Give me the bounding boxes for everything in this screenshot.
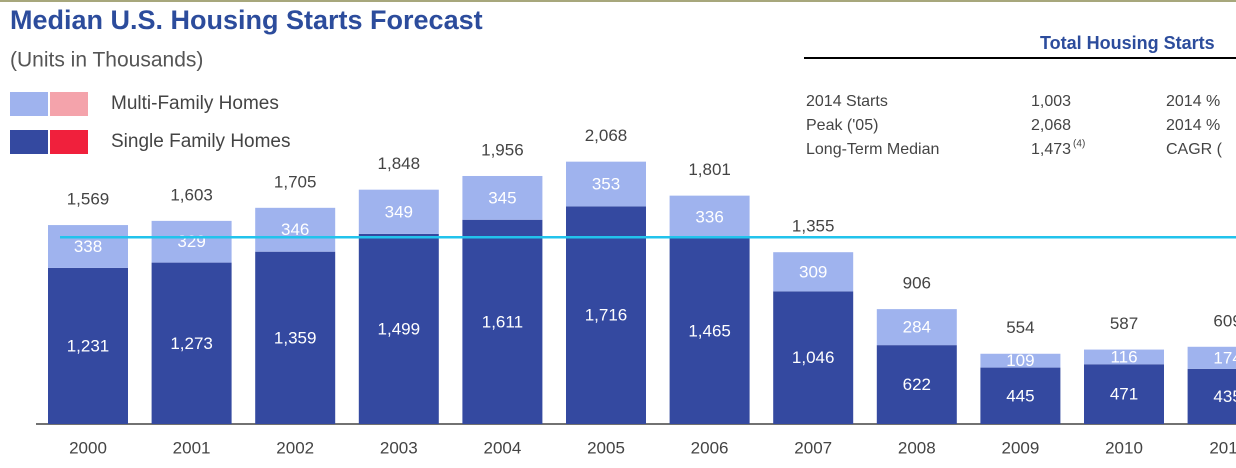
bar-segment [566, 161, 646, 207]
bar-segment [462, 219, 543, 424]
bar-value-label: 1,465 [688, 322, 731, 341]
bar-total-label: 609 [1213, 311, 1236, 330]
bar-segment [48, 267, 128, 424]
x-tick-label: 2009 [1001, 438, 1039, 457]
bar-value-label: 622 [903, 375, 931, 394]
table-cell: 1,473 [1031, 141, 1071, 158]
bar-segment [876, 345, 957, 424]
table-cell: 2014 Starts [806, 93, 888, 110]
bar-value-label: 445 [1006, 386, 1034, 405]
bar-value-label: 1,716 [585, 306, 628, 325]
bar-segment [255, 251, 336, 424]
bar-value-label: 336 [695, 207, 723, 226]
x-tick-label: 2005 [587, 438, 625, 457]
x-tick-label: 2010 [1105, 438, 1143, 457]
table-cell: 2014 % [1166, 93, 1220, 110]
bar-value-label: 329 [177, 232, 205, 251]
bar-value-label: 1,499 [378, 319, 421, 338]
bar-segment [151, 220, 232, 263]
bar-segment [151, 262, 232, 424]
bar-value-label: 284 [903, 318, 931, 337]
x-tick-label: 2011 [1209, 438, 1236, 457]
legend-swatch [50, 130, 88, 154]
table-cell: 2,068 [1031, 117, 1071, 134]
bar-total-label: 1,801 [688, 160, 731, 179]
x-tick-label: 2003 [380, 438, 418, 457]
bar-segment [358, 189, 439, 234]
chart-title: Median U.S. Housing Starts Forecast [10, 5, 483, 35]
x-tick-label: 2006 [691, 438, 729, 457]
bar-value-label: 1,273 [170, 334, 213, 353]
bar-segment [876, 309, 957, 346]
bar-total-label: 1,355 [792, 217, 835, 236]
bar-value-label: 109 [1006, 351, 1034, 370]
table-cell: 2014 % [1166, 117, 1220, 134]
bar-value-label: 1,231 [67, 336, 110, 355]
x-tick-label: 2004 [483, 438, 521, 457]
table-cell: Peak ('05) [806, 117, 878, 134]
bar-value-label: 471 [1110, 385, 1138, 404]
bar-segment [669, 238, 750, 424]
bar-total-label: 1,705 [274, 172, 317, 191]
bar-total-label: 554 [1006, 318, 1034, 337]
bar-value-label: 435 [1213, 387, 1236, 406]
x-tick-label: 2002 [276, 438, 314, 457]
bar-total-label: 906 [903, 274, 931, 293]
bar-total-label: 587 [1110, 314, 1138, 333]
bar-value-label: 345 [488, 188, 516, 207]
bar-value-label: 1,046 [792, 348, 835, 367]
bar-segment [255, 207, 336, 252]
bar-total-label: 2,068 [585, 126, 628, 145]
bar-value-label: 349 [385, 202, 413, 221]
x-tick-label: 2001 [173, 438, 211, 457]
bar-value-label: 174 [1213, 348, 1236, 367]
bar-segment [48, 225, 128, 268]
table-title: Total Housing Starts [1040, 33, 1215, 53]
bar-segment [358, 233, 439, 424]
table-note: (4) [1073, 139, 1085, 150]
bar-value-label: 338 [74, 237, 102, 256]
chart-subtitle: (Units in Thousands) [10, 49, 203, 72]
x-tick-label: 2000 [69, 438, 107, 457]
bar-total-label: 1,848 [378, 154, 421, 173]
bar-segment [462, 175, 543, 220]
bar-value-label: 116 [1110, 347, 1137, 366]
bar-value-label: 309 [799, 262, 827, 281]
bar-segment [980, 367, 1061, 424]
bar-value-label: 1,359 [274, 328, 317, 347]
bar-segment [1187, 346, 1236, 369]
x-tick-label: 2007 [794, 438, 832, 457]
legend-swatch [50, 92, 88, 116]
bar-segment [773, 252, 854, 292]
bar-segment [980, 353, 1061, 368]
bar-value-label: 353 [592, 175, 620, 194]
bar-segment [1084, 349, 1164, 365]
table-cell: Long-Term Median [806, 141, 939, 158]
bar-total-label: 1,956 [481, 140, 524, 159]
bar-total-label: 1,603 [170, 185, 213, 204]
bar-value-label: 1,611 [482, 312, 523, 331]
table-cell: CAGR ( [1166, 141, 1223, 158]
legend-swatch [10, 130, 48, 154]
table-cell: 1,003 [1031, 93, 1071, 110]
bar-segment [1084, 364, 1164, 424]
bar-segment [566, 206, 646, 424]
bar-value-label: 346 [281, 220, 309, 239]
legend-swatch [10, 92, 48, 116]
bar-segment [669, 195, 750, 239]
bar-total-label: 1,569 [67, 190, 110, 209]
legend-label: Single Family Homes [111, 131, 291, 152]
bar-segment [1187, 368, 1236, 424]
legend-label: Multi-Family Homes [111, 93, 279, 114]
bar-segment [773, 291, 854, 424]
x-tick-label: 2008 [898, 438, 936, 457]
